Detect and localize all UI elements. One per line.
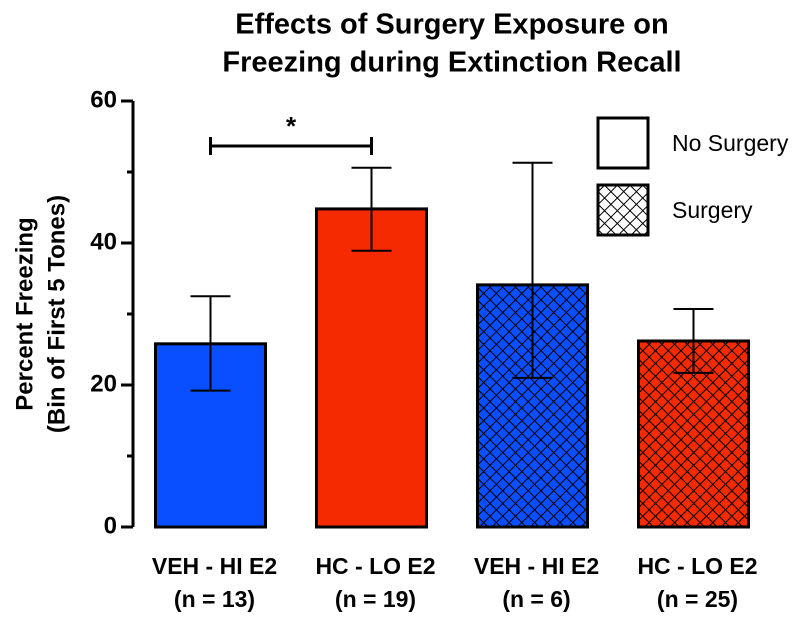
significance-label: * xyxy=(286,111,297,141)
y-tick-label: 20 xyxy=(90,370,117,397)
x-tick-label: HC - LO E2 xyxy=(315,553,435,579)
chart-title: Freezing during Extinction Recall xyxy=(222,47,681,79)
x-tick-sublabel: (n = 6) xyxy=(502,586,570,612)
y-axis-label: (Bin of First 5 Tones) xyxy=(43,195,70,433)
x-tick-label: VEH - HI E2 xyxy=(474,553,599,579)
legend-label: No Surgery xyxy=(672,130,789,156)
legend-label: Surgery xyxy=(672,197,753,223)
y-tick-label: 0 xyxy=(104,512,117,539)
y-tick-label: 60 xyxy=(90,86,117,113)
legend-swatch xyxy=(596,183,650,237)
x-tick-sublabel: (n = 13) xyxy=(174,586,255,612)
x-tick-label: HC - LO E2 xyxy=(637,553,757,579)
x-tick-sublabel: (n = 25) xyxy=(657,586,738,612)
y-axis-label: Percent Freezing xyxy=(11,217,38,410)
bar xyxy=(315,207,428,529)
x-tick-label: VEH - HI E2 xyxy=(152,553,277,579)
y-tick-label: 40 xyxy=(90,228,117,255)
legend-swatch xyxy=(596,116,650,170)
x-tick-sublabel: (n = 19) xyxy=(335,586,416,612)
chart-title: Effects of Surgery Exposure on xyxy=(235,9,669,41)
